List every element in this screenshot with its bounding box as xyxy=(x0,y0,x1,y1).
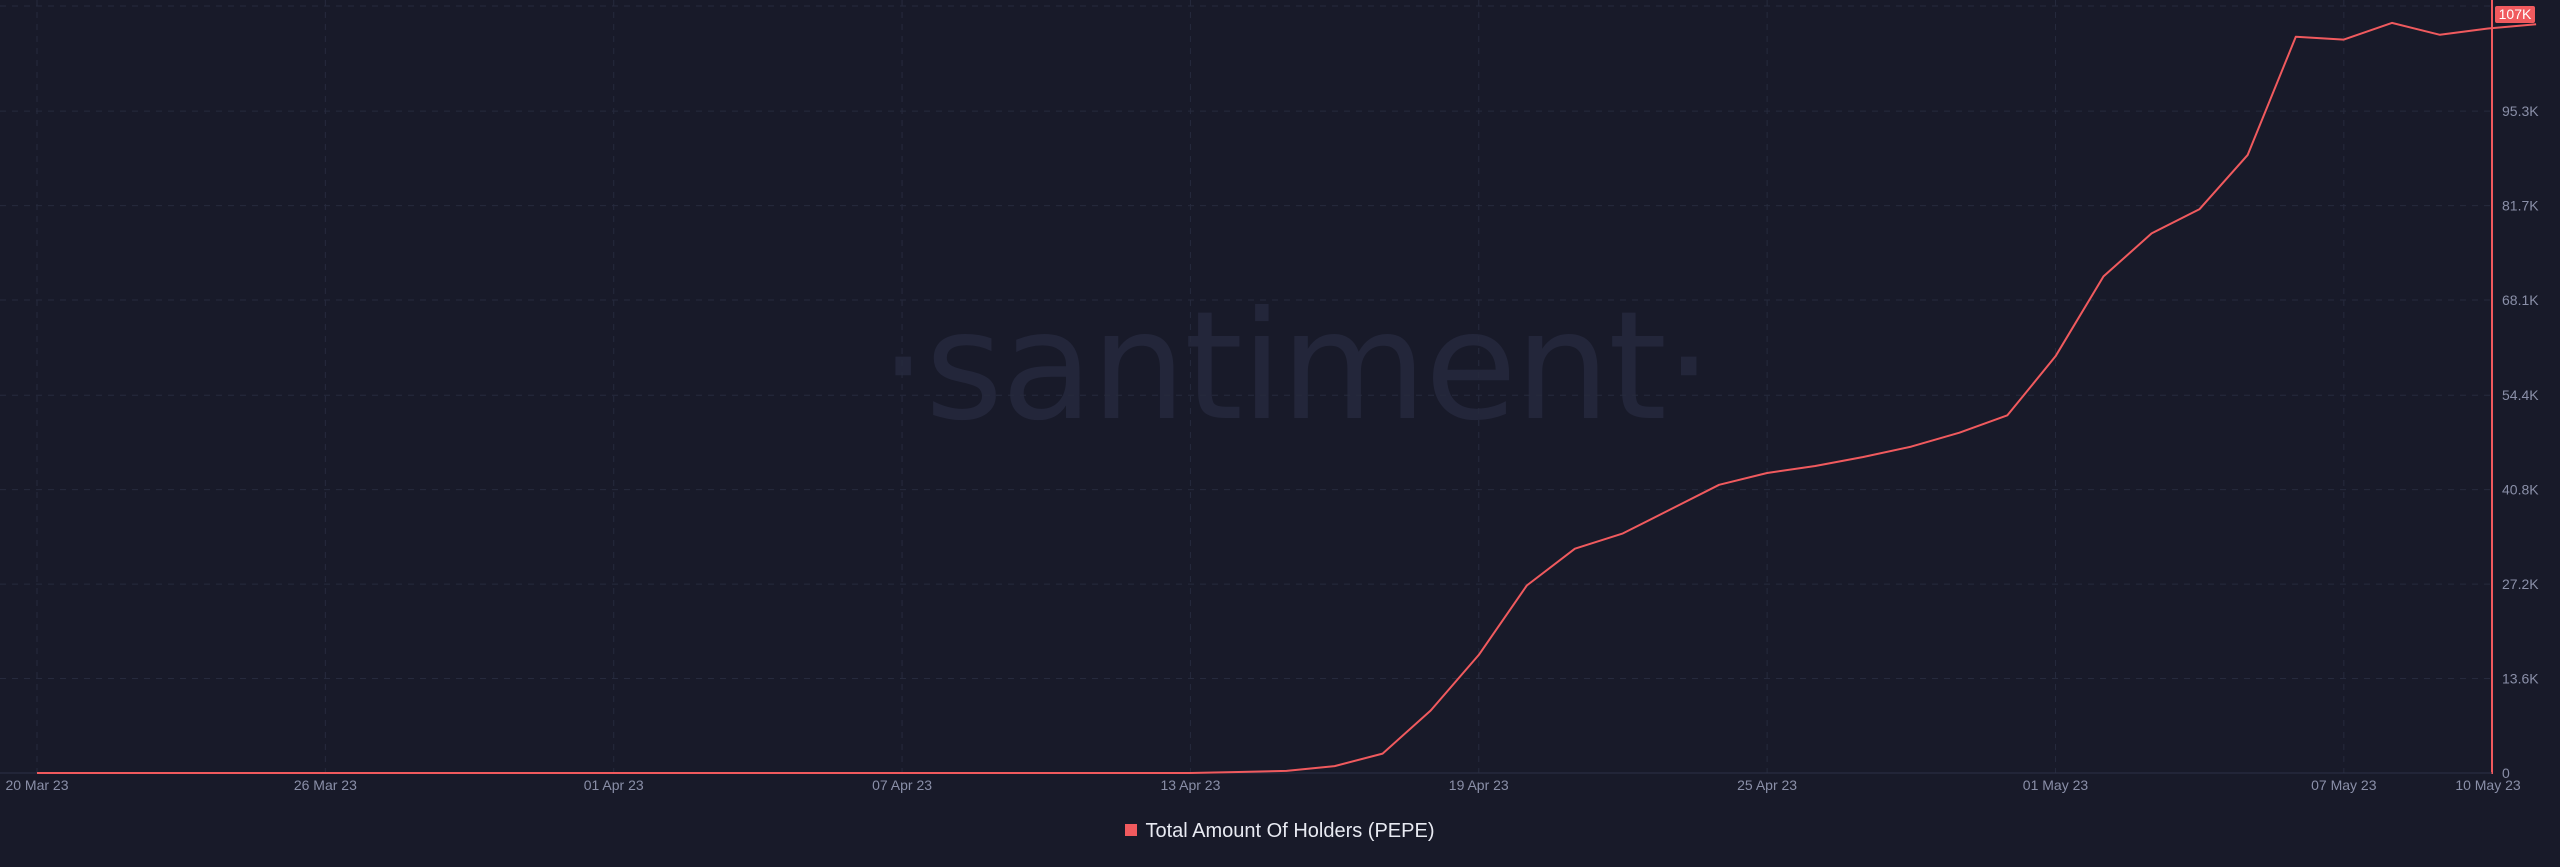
data-point[interactable] xyxy=(419,771,424,776)
data-point[interactable] xyxy=(1380,751,1385,756)
data-point[interactable] xyxy=(1284,768,1289,773)
series-line-0[interactable] xyxy=(37,21,2537,774)
y-tick-label: 13.6K xyxy=(2502,671,2539,687)
data-point[interactable] xyxy=(515,771,520,776)
legend-label: Total Amount Of Holders (PEPE) xyxy=(1145,820,1435,842)
data-point[interactable] xyxy=(1092,771,1097,776)
data-point[interactable] xyxy=(948,771,953,776)
data-point[interactable] xyxy=(323,771,328,776)
x-tick-label: 13 Apr 23 xyxy=(1160,777,1220,793)
y-tick-label: 40.8K xyxy=(2502,482,2539,498)
x-tick-label: 10 May 23 xyxy=(2455,777,2521,793)
data-point[interactable] xyxy=(1861,455,1866,460)
data-point[interactable] xyxy=(467,771,472,776)
y-tick-label: 81.7K xyxy=(2502,198,2539,214)
data-point[interactable] xyxy=(1620,531,1625,536)
last-value-marker: 107K xyxy=(2495,6,2535,23)
data-point[interactable] xyxy=(2341,37,2346,42)
data-point[interactable] xyxy=(755,771,760,776)
legend[interactable]: Total Amount Of Holders (PEPE) xyxy=(0,820,2560,843)
data-point[interactable] xyxy=(2486,26,2491,31)
data-point[interactable] xyxy=(371,771,376,776)
data-point[interactable] xyxy=(1428,708,1433,713)
grid-lines xyxy=(0,0,2492,773)
x-tick-label: 01 Apr 23 xyxy=(584,777,644,793)
data-point[interactable] xyxy=(1476,652,1481,657)
data-point[interactable] xyxy=(1669,507,1674,512)
data-point[interactable] xyxy=(2149,231,2154,236)
data-point[interactable] xyxy=(1813,464,1818,469)
data-point[interactable] xyxy=(563,771,568,776)
data-point[interactable] xyxy=(1765,471,1770,476)
data-point[interactable] xyxy=(275,771,280,776)
data-point[interactable] xyxy=(1572,546,1577,551)
data-point[interactable] xyxy=(2389,20,2394,25)
data-point[interactable] xyxy=(659,771,664,776)
y-axis-ticks: 0 13.6K 27.2K 40.8K 54.4K 68.1K 81.7K 95.3K xyxy=(2502,103,2539,781)
data-point[interactable] xyxy=(2293,34,2298,39)
data-point[interactable] xyxy=(35,771,40,776)
y-tick-label: 27.2K xyxy=(2502,576,2539,592)
x-tick-label: 26 Mar 23 xyxy=(294,777,357,793)
data-point[interactable] xyxy=(1140,771,1145,776)
data-point[interactable] xyxy=(1524,583,1529,588)
y-tick-label: 0 xyxy=(2502,765,2510,781)
x-tick-label: 07 May 23 xyxy=(2311,777,2377,793)
data-point[interactable] xyxy=(707,771,712,776)
data-point[interactable] xyxy=(803,771,808,776)
data-point[interactable] xyxy=(227,771,232,776)
y-tick-label: 54.4K xyxy=(2502,387,2539,403)
x-tick-label: 19 Apr 23 xyxy=(1449,777,1509,793)
data-point[interactable] xyxy=(2101,274,2106,279)
x-tick-label: 20 Mar 23 xyxy=(5,777,68,793)
x-tick-label: 01 May 23 xyxy=(2023,777,2089,793)
last-value-label: 107K xyxy=(2499,6,2532,22)
x-axis-ticks: 20 Mar 23 26 Mar 23 01 Apr 23 07 Apr 23 13 A… xyxy=(5,777,2520,793)
data-point[interactable] xyxy=(852,771,857,776)
data-point[interactable] xyxy=(1332,764,1337,769)
legend-swatch xyxy=(1125,824,1138,836)
data-point[interactable] xyxy=(2534,22,2539,27)
data-point[interactable] xyxy=(2437,32,2442,37)
x-tick-label: 25 Apr 23 xyxy=(1737,777,1797,793)
series-layer xyxy=(35,20,2539,776)
data-point[interactable] xyxy=(996,771,1001,776)
data-point[interactable] xyxy=(179,771,184,776)
data-point[interactable] xyxy=(1188,771,1193,776)
data-point[interactable] xyxy=(2053,354,2058,359)
data-point[interactable] xyxy=(900,771,905,776)
data-point[interactable] xyxy=(1044,771,1049,776)
y-tick-label: 68.1K xyxy=(2502,292,2539,308)
data-point[interactable] xyxy=(611,771,616,776)
x-tick-label: 07 Apr 23 xyxy=(872,777,932,793)
y-tick-label: 95.3K xyxy=(2502,103,2539,119)
last-value-badge xyxy=(2495,6,2535,23)
data-point[interactable] xyxy=(1957,430,1962,435)
santiment-watermark: ·santiment· xyxy=(879,280,1710,454)
data-point[interactable] xyxy=(131,771,136,776)
data-point[interactable] xyxy=(2197,207,2202,212)
data-point[interactable] xyxy=(1717,482,1722,487)
data-point[interactable] xyxy=(1909,444,1914,449)
data-point[interactable] xyxy=(2005,413,2010,418)
data-point[interactable] xyxy=(1236,770,1241,775)
data-point[interactable] xyxy=(2245,152,2250,157)
data-point[interactable] xyxy=(83,771,88,776)
